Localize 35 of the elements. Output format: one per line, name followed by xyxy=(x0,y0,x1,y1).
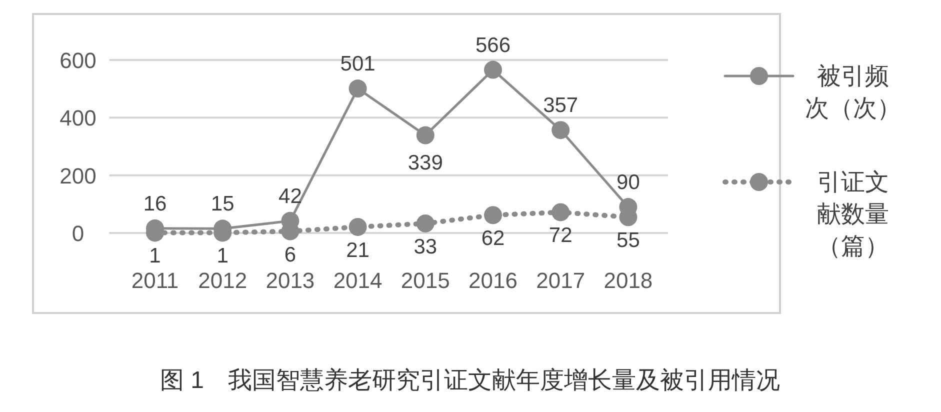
legend-label: 被引频次（次） xyxy=(805,63,901,122)
x-tick-label: 2018 xyxy=(604,268,653,293)
x-tick-label: 2017 xyxy=(536,268,586,293)
x-tick-label: 2013 xyxy=(266,268,315,293)
data-label: 90 xyxy=(616,171,640,194)
x-tick-label: 2012 xyxy=(198,268,248,293)
data-label: 33 xyxy=(414,235,438,258)
data-label: 339 xyxy=(408,151,443,174)
data-label: 55 xyxy=(616,229,640,252)
data-label: 1 xyxy=(149,244,161,268)
x-tick-label: 2014 xyxy=(333,268,382,293)
point xyxy=(484,60,502,79)
x-tick-label: 2011 xyxy=(131,268,179,293)
data-label: 1 xyxy=(216,244,228,268)
data-label: 566 xyxy=(475,34,511,57)
data-label: 6 xyxy=(284,243,296,266)
x-tick-label: 2015 xyxy=(400,268,450,293)
data-label: 16 xyxy=(143,192,167,216)
point xyxy=(552,121,570,140)
point xyxy=(348,218,367,236)
point xyxy=(552,203,570,222)
data-label: 501 xyxy=(340,52,376,76)
data-label: 72 xyxy=(548,224,572,248)
data-label: 15 xyxy=(210,192,234,216)
point xyxy=(416,214,434,232)
x-tick-label: 2016 xyxy=(468,268,518,293)
point xyxy=(348,80,367,98)
point xyxy=(416,126,434,144)
legend-label: 引证文献数量（篇） xyxy=(817,169,889,260)
point xyxy=(484,206,502,224)
caption: 图 1 我国智慧养老研究引证文献年度增长量及被引用情况 xyxy=(160,367,780,394)
data-label: 21 xyxy=(346,238,370,262)
data-label: 357 xyxy=(543,94,578,118)
data-label: 42 xyxy=(278,184,302,208)
data-label: 62 xyxy=(481,227,505,250)
